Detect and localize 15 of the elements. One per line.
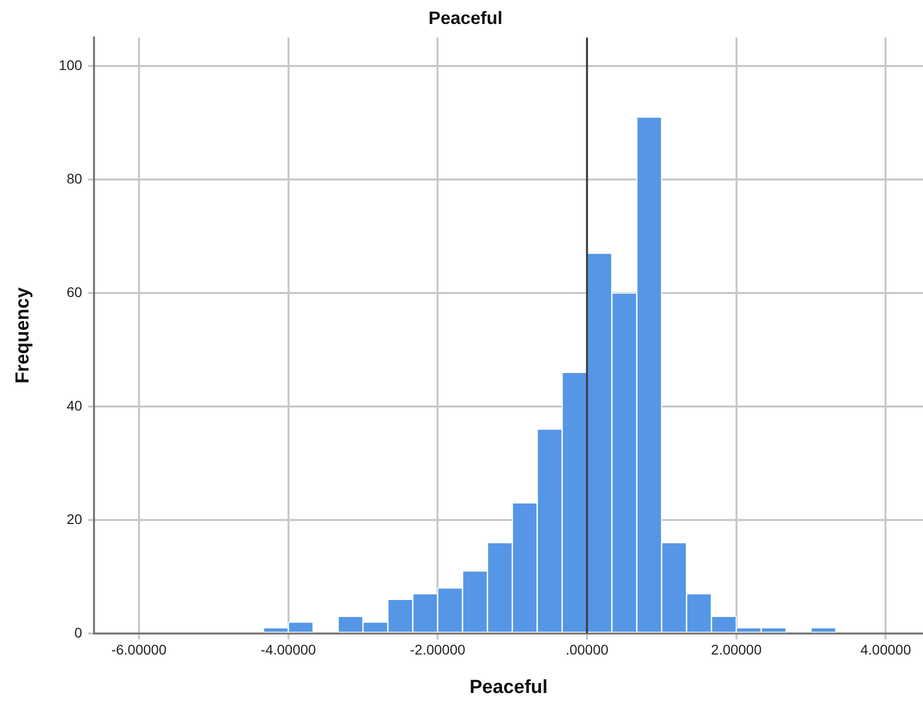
x-tick-label: 4.00000 [860,642,912,658]
x-tick-label: -4.00000 [260,642,316,658]
y-tick-label: 0 [74,624,82,640]
x-tick-label: .00000 [566,642,609,658]
x-tick-label: 2.00000 [711,642,762,658]
y-axis-title: Frequency [12,287,34,384]
y-tick-label: 20 [66,510,82,527]
chart-title: Peaceful [428,8,503,28]
x-tick-label: -6.00000 [111,642,167,658]
x-axis-title: Peaceful [470,676,548,698]
y-tick-label: 80 [66,170,82,186]
y-tick-label: 100 [58,56,82,73]
y-tick-label: 40 [66,397,82,414]
y-tick-label: 60 [66,284,82,300]
x-tick-label: -2.00000 [410,642,466,658]
